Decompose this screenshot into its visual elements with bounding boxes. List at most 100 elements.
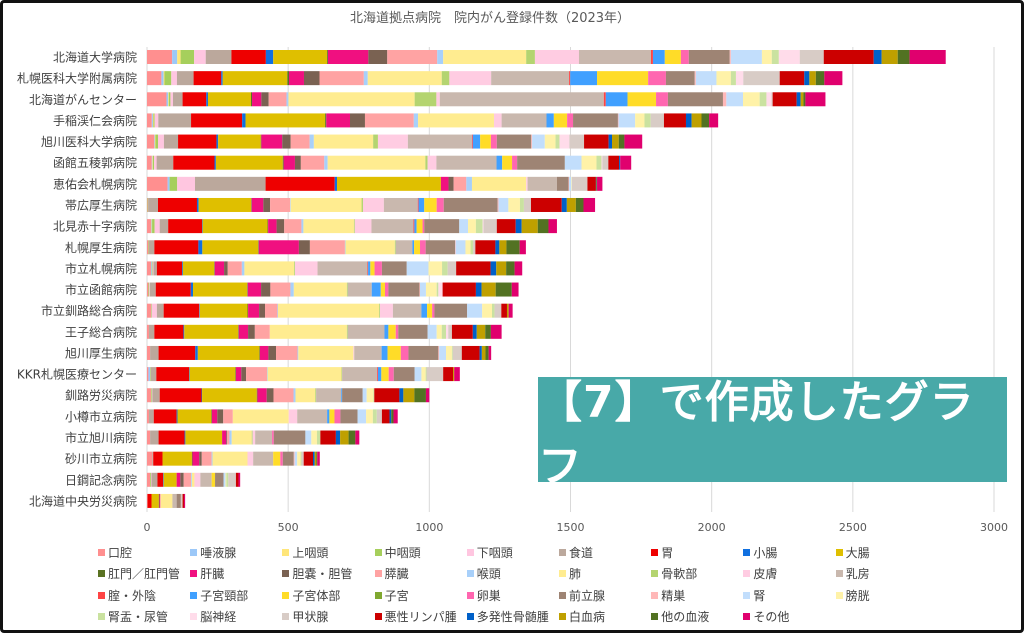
legend-label: 小腸: [753, 546, 778, 560]
legend-label: 精巣: [661, 588, 686, 603]
bar-segment: [156, 261, 183, 276]
bar-stack: [147, 282, 519, 297]
bar-segment: [147, 303, 151, 318]
bar-segment: [559, 134, 570, 149]
bar-segment: [147, 493, 152, 508]
bar-segment: [225, 472, 227, 487]
bar-segment: [147, 324, 149, 339]
bar-segment: [247, 282, 262, 297]
bar-segment: [152, 451, 154, 466]
bar-segment: [313, 451, 315, 466]
bar-segment: [823, 50, 874, 64]
bar-segment: [495, 240, 500, 255]
bar-segment: [897, 50, 910, 64]
legend-item: 乳房: [835, 565, 870, 582]
bar-segment: [381, 367, 389, 382]
bar-segment: [177, 176, 195, 191]
legend-swatch: [743, 570, 751, 578]
bar-segment: [163, 472, 177, 487]
legend-label: 前立腺: [569, 588, 606, 603]
bar-segment: [207, 92, 251, 107]
bar-segment: [148, 282, 150, 297]
bar-segment: [490, 134, 497, 149]
bar-segment: [172, 92, 183, 107]
bar-segment: [241, 367, 247, 382]
bar-segment: [406, 261, 429, 276]
bar-segment: [354, 345, 382, 360]
bar-segment: [388, 324, 396, 339]
bar-segment: [335, 430, 341, 445]
bar-segment: [202, 219, 203, 234]
bar-segment: [147, 409, 149, 424]
bar-segment: [482, 303, 493, 318]
bar-segment: [779, 71, 805, 86]
legend-item: 前立腺: [559, 587, 605, 604]
bar-stack: [147, 92, 826, 107]
legend-label: 上咽頭: [292, 546, 329, 560]
bar-segment: [778, 50, 800, 64]
category-label: 手稲渓仁会病院: [53, 113, 137, 128]
bar-segment: [568, 176, 570, 191]
bar-segment: [162, 451, 192, 466]
bar-segment: [200, 472, 212, 487]
bar-segment: [685, 113, 692, 128]
bar-segment: [354, 219, 372, 234]
bar-segment: [290, 197, 291, 212]
bar-segment: [222, 71, 288, 86]
bar-segment: [199, 303, 200, 318]
bar-segment: [158, 134, 164, 149]
legend-item: 大腸: [835, 544, 870, 561]
bar-segment: [227, 430, 230, 445]
legend-label: 皮膚: [753, 567, 778, 582]
bar-segment: [366, 409, 373, 424]
legend-swatch: [98, 591, 105, 599]
bar-segment: [566, 197, 576, 212]
bar-segment: [154, 324, 184, 339]
bar-segment: [267, 219, 269, 234]
legend-label: 胃: [661, 546, 674, 560]
bar-segment: [534, 50, 579, 64]
bar-segment: [392, 303, 422, 318]
bar-segment: [159, 219, 169, 234]
bar-segment: [475, 282, 482, 297]
legend-label: 他の血液: [661, 609, 710, 624]
bar-segment: [334, 176, 338, 191]
bar-segment: [182, 92, 207, 107]
bar-segment: [346, 282, 348, 297]
bar-segment: [158, 430, 185, 445]
bar-segment: [512, 155, 518, 170]
bar-segment: [147, 345, 151, 360]
bar-segment: [293, 451, 295, 466]
bar-segment: [414, 388, 426, 403]
legend-label: 子宮頸部: [200, 588, 249, 603]
bar-segment: [247, 303, 249, 318]
bar-segment: [597, 71, 649, 86]
bar-segment: [156, 155, 174, 170]
bar-segment: [189, 367, 190, 382]
bar-segment: [363, 71, 368, 86]
bar-segment: [581, 155, 597, 170]
bar-segment: [372, 409, 377, 424]
bar-segment: [571, 176, 572, 191]
bar-segment: [393, 409, 398, 424]
bar-segment: [294, 261, 295, 276]
bar-segment: [357, 409, 367, 424]
bar-segment: [147, 71, 162, 86]
bar-segment: [153, 113, 155, 128]
bar-segment: [345, 240, 395, 255]
bar-segment: [303, 219, 354, 234]
bar-segment: [192, 451, 200, 466]
bar-segment: [527, 176, 557, 191]
bar-segment: [153, 451, 163, 466]
bar-segment: [436, 282, 439, 297]
legend-swatch: [282, 612, 290, 620]
bar-segment: [295, 388, 316, 403]
bar-segment: [235, 472, 239, 487]
bar-segment: [759, 92, 767, 107]
legend-item: 卵巣: [466, 587, 501, 604]
bar-segment: [571, 176, 588, 191]
bar-segment: [184, 430, 186, 445]
bar-segment: [395, 324, 399, 339]
bar-stack: [147, 261, 523, 276]
bar-segment: [154, 219, 160, 234]
